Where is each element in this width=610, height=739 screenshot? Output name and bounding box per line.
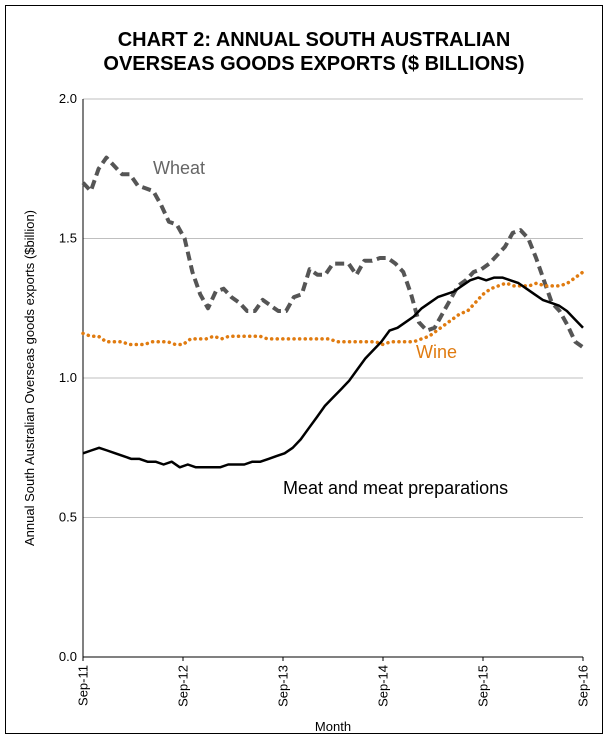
y-tick-label: 0.0 [59, 649, 77, 664]
x-tick-label: Sep-13 [276, 665, 291, 707]
y-tick-labels: 0.0 0.5 1.0 1.5 2.0 [59, 91, 77, 664]
grid-lines [83, 98, 583, 518]
series-lines [81, 155, 585, 469]
annotation-meat: Meat and meat preparations [283, 478, 508, 498]
y-axis-label: Annual South Australian Overseas goods e… [22, 210, 37, 546]
x-tick-label: Sep-15 [476, 665, 491, 707]
y-tick-label: 1.5 [59, 231, 77, 246]
series-line-wheat [81, 155, 585, 349]
x-tick-label: Sep-11 [76, 665, 91, 706]
x-tick-label: Sep-16 [576, 665, 591, 707]
x-axis-label: Month [315, 719, 351, 734]
y-tick-label: 0.5 [59, 510, 77, 525]
x-tick-label: Sep-14 [376, 665, 391, 707]
chart-title-line-1: CHART 2: ANNUAL SOUTH AUSTRALIAN [118, 29, 511, 51]
x-tick-label: Sep-12 [176, 665, 191, 707]
chart-title-line-2: OVERSEAS GOODS EXPORTS ($ BILLIONS) [103, 53, 524, 75]
chart-frame [5, 5, 603, 734]
y-tick-label: 2.0 [59, 91, 77, 106]
annotation-wheat: Wheat [153, 158, 205, 178]
y-tick-label: 1.0 [59, 370, 77, 385]
series-line-wine [81, 270, 585, 347]
x-tick-labels: Sep-11 Sep-12 Sep-13 Sep-14 Sep-15 Sep-16 [76, 665, 591, 707]
annotation-wine: Wine [416, 342, 457, 362]
axes [82, 99, 584, 661]
series-line-meat-and-meat-preparations [82, 276, 584, 469]
